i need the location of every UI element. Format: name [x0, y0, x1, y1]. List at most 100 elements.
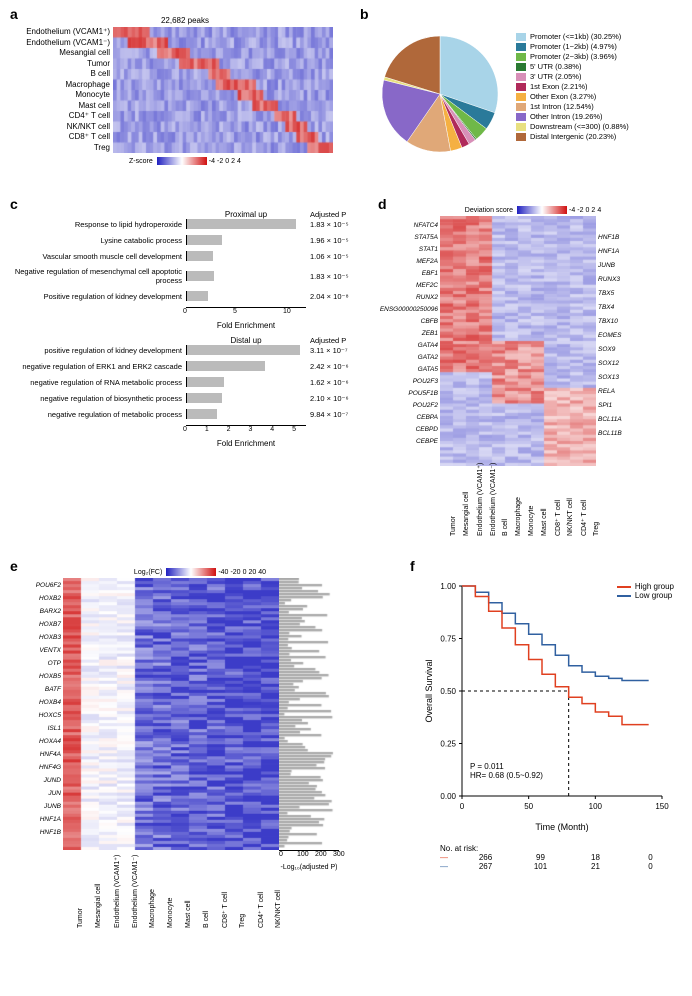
legend-label: 3' UTR (2.05%)	[530, 72, 581, 81]
heatmap-col-label: Treg	[593, 522, 600, 536]
heatmap-col-label: Monocyte	[167, 898, 174, 928]
heatmap-col-label: CD8⁺ T cell	[554, 500, 562, 536]
risk-value: 99	[513, 853, 568, 862]
risk-value: 266	[458, 853, 513, 862]
legend-label: 1st Intron (12.54%)	[530, 102, 594, 111]
enrichment-label: Vascular smooth muscle cell development	[8, 252, 186, 261]
heatmap-col-label: Mesangial cell	[463, 492, 470, 536]
svg-text:50: 50	[524, 802, 533, 811]
colorbar-e-label: Log₂(FC)	[134, 569, 162, 576]
heatmap-col-label: Endothelium (VCAM1⁻)	[131, 855, 139, 928]
legend-item: Promoter (2−3kb) (3.96%)	[516, 52, 629, 61]
legend-label: High group	[635, 582, 674, 591]
enrichment-pval: 9.84 × 10⁻⁷	[310, 410, 348, 419]
panel-b-label: b	[360, 6, 369, 22]
heatmap-col-label: NK/NKT cell	[567, 498, 574, 536]
svg-text:Time (Month): Time (Month)	[535, 822, 588, 832]
heatmap-col-label: CD4⁺ T cell	[257, 892, 265, 928]
panel-e-heatmap	[63, 578, 279, 850]
gene-callout: POU2F3	[413, 378, 438, 385]
gene-callout: HOXC5	[39, 712, 61, 719]
c-upper-xlabel: Fold Enrichment	[186, 321, 306, 330]
heatmap-col-label: B cell	[203, 911, 210, 928]
svg-text:Overall Survival: Overall Survival	[424, 659, 434, 722]
enrichment-pval: 1.96 × 10⁻⁵	[310, 236, 349, 245]
gene-callout: CEBPA	[416, 414, 438, 421]
gene-callout: GATA2	[418, 354, 438, 361]
legend-item: Promoter (<=1kb) (30.25%)	[516, 32, 629, 41]
gene-callout: HNF1A	[598, 248, 619, 255]
c-lower-title: Distal up	[186, 336, 306, 345]
pie-chart	[370, 24, 510, 164]
enrichment-row: negative regulation of RNA metabolic pro…	[8, 377, 368, 387]
legend-swatch	[617, 595, 631, 597]
svg-text:150: 150	[655, 802, 669, 811]
gene-callout: HOXB2	[39, 595, 61, 602]
gene-callout: HOXB5	[39, 673, 61, 680]
gene-callout: SOX13	[598, 374, 619, 381]
gene-callout: EOMES	[598, 332, 621, 339]
colorbar-a	[157, 157, 207, 165]
enrichment-label: negative regulation of ERK1 and ERK2 cas…	[8, 362, 186, 371]
risk-value: 0	[623, 862, 678, 871]
enrichment-bar	[187, 345, 300, 355]
enrichment-label: positive regulation of kidney developmen…	[8, 346, 186, 355]
enrichment-label: negative regulation of metabolic process	[8, 410, 186, 419]
gene-callout: STAT1	[419, 246, 438, 253]
km-plot: 0.000.250.500.751.00050100150Overall Sur…	[420, 576, 670, 836]
heatmap-row-label: Endothelium (VCAM1⁻)	[15, 38, 113, 49]
gene-callout: CBFB	[421, 318, 438, 325]
heatmap-col-label: Macrophage	[149, 889, 156, 928]
heatmap-row-label: Macrophage	[15, 80, 113, 91]
heatmap-row-label: CD4⁺ T cell	[15, 111, 113, 122]
figure: a 22,682 peaks Endothelium (VCAM1⁺)Endot…	[0, 0, 692, 996]
panel-e: Log₂(FC) -40-2002040 POU6F2HOXB2BARX2HOX…	[15, 568, 385, 932]
panel-e-pval-bars	[279, 578, 339, 848]
heatmap-row-label: Endothelium (VCAM1⁺)	[15, 27, 113, 38]
legend-swatch	[516, 123, 526, 131]
svg-text:1.00: 1.00	[440, 582, 456, 591]
legend-swatch	[516, 83, 526, 91]
enrichment-pval: 2.42 × 10⁻⁶	[310, 362, 349, 371]
enrichment-label: Positive regulation of kidney developmen…	[8, 292, 186, 301]
gene-callout: NFATC4	[414, 222, 438, 229]
enrichment-bar	[187, 361, 265, 371]
gene-callout: CEBPE	[416, 438, 438, 445]
legend-swatch	[516, 73, 526, 81]
legend-label: Promoter (<=1kb) (30.25%)	[530, 32, 621, 41]
legend-item: 3' UTR (2.05%)	[516, 72, 629, 81]
gene-callout: HOXB3	[39, 634, 61, 641]
legend-label: 1st Exon (2.21%)	[530, 82, 588, 91]
heatmap-col-label: CD4⁺ T cell	[580, 500, 588, 536]
heatmap-col-label: B cell	[502, 519, 509, 536]
heatmap-col-label: Mesangial cell	[95, 884, 102, 928]
gene-callout: TBX4	[598, 304, 614, 311]
heatmap-row-label: Mesangial cell	[15, 48, 113, 59]
heatmap-col-label: Endothelium (VCAM1⁺)	[476, 463, 484, 536]
risk-row: —267101210	[440, 862, 680, 871]
legend-item: Downstream (<=300) (0.88%)	[516, 122, 629, 131]
enrichment-label: negative regulation of RNA metabolic pro…	[8, 378, 186, 387]
gene-callout: TBX10	[598, 318, 618, 325]
risk-value: 267	[458, 862, 513, 871]
svg-text:100: 100	[589, 802, 603, 811]
gene-callout: RELA	[598, 388, 615, 395]
enrichment-pval: 1.62 × 10⁻⁶	[310, 378, 349, 387]
gene-callout: HOXB4	[39, 699, 61, 706]
legend-item: Low group	[617, 591, 674, 600]
gene-callout: BARX2	[40, 608, 61, 615]
gene-callout: MEF2C	[416, 282, 438, 289]
f-stats-p: P = 0.011	[470, 762, 543, 771]
enrichment-row: negative regulation of ERK1 and ERK2 cas…	[8, 361, 368, 371]
heatmap-row-label: NK/NKT cell	[15, 122, 113, 133]
enrichment-row: positive regulation of kidney developmen…	[8, 345, 368, 355]
enrichment-bar	[187, 409, 217, 419]
gene-callout: HNF1B	[598, 234, 619, 241]
enrichment-bar	[187, 271, 214, 281]
colorbar-d-label: Deviation score	[465, 207, 513, 214]
gene-callout: HNF4A	[40, 751, 61, 758]
enrichment-label: Negative regulation of mesenchymal cell …	[8, 267, 186, 285]
axis-tick: 0	[279, 851, 283, 858]
gene-callout: RUNX2	[416, 294, 438, 301]
enrichment-label: negative regulation of biosynthetic proc…	[8, 394, 186, 403]
